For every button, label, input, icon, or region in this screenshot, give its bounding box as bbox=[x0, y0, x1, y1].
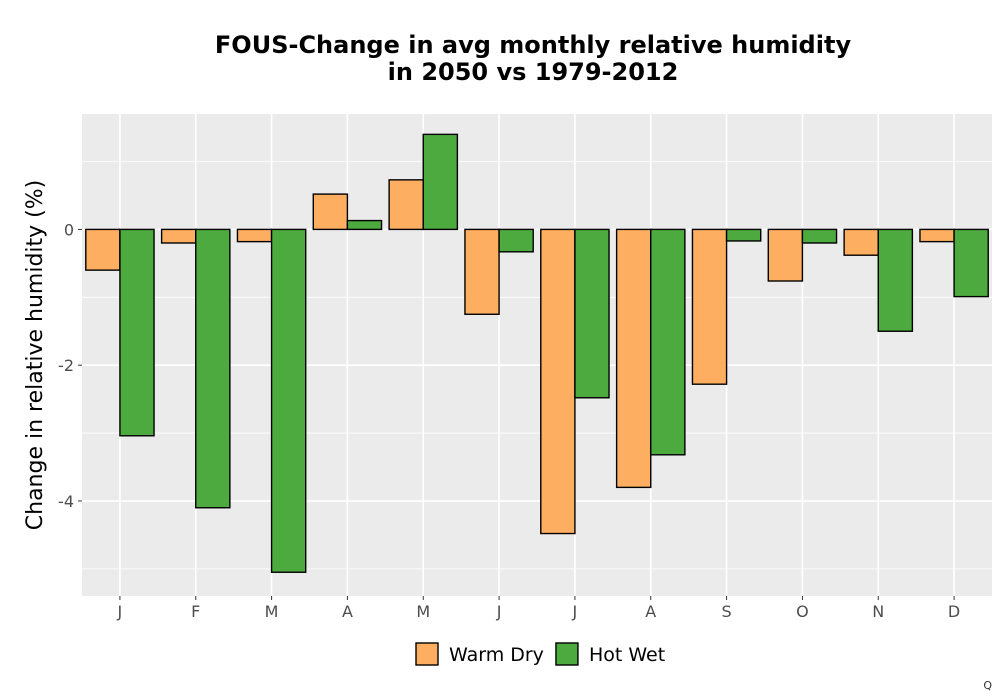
bar-hot-wet bbox=[877, 228, 914, 332]
x-tick-label: F bbox=[191, 602, 200, 621]
x-tick-label: S bbox=[722, 602, 732, 621]
y-tick-label: -2 bbox=[58, 356, 74, 375]
y-axis: -4 -2 0 bbox=[58, 220, 82, 511]
bar-warm-dry bbox=[312, 193, 349, 231]
chart-title-line-2: in 2050 vs 1979-2012 bbox=[387, 58, 679, 86]
bars bbox=[85, 133, 989, 573]
bar-warm-dry bbox=[540, 228, 576, 535]
x-tick-label: A bbox=[342, 602, 353, 621]
corner-mark: Q bbox=[983, 679, 992, 692]
bar-warm-dry bbox=[843, 228, 879, 256]
y-axis-label: Change in relative humidity (%) bbox=[23, 180, 48, 530]
x-tick-label: M bbox=[265, 602, 279, 621]
bar-warm-dry bbox=[691, 228, 728, 385]
bar-hot-wet bbox=[422, 133, 459, 231]
bar-hot-wet bbox=[195, 228, 231, 509]
x-tick-label: A bbox=[645, 602, 656, 621]
bar-warm-dry bbox=[767, 228, 804, 282]
bar-hot-wet bbox=[119, 228, 155, 437]
bar-warm-dry bbox=[919, 228, 955, 243]
bar-warm-dry bbox=[388, 179, 424, 231]
chart-title-line-1: FOUS-Change in avg monthly relative humi… bbox=[214, 31, 852, 59]
x-tick-label: M bbox=[416, 602, 430, 621]
bar-hot-wet bbox=[725, 228, 762, 242]
bar-hot-wet bbox=[270, 228, 307, 573]
x-tick-label: O bbox=[796, 602, 809, 621]
minor-gridlines bbox=[82, 161, 992, 570]
bar-hot-wet bbox=[953, 228, 989, 298]
legend-key-hot-wet bbox=[555, 642, 579, 666]
bar-hot-wet bbox=[650, 228, 686, 456]
plot-panel bbox=[82, 114, 992, 596]
bar-warm-dry bbox=[464, 228, 500, 315]
bar-hot-wet bbox=[498, 228, 534, 253]
x-tick-label: N bbox=[872, 602, 884, 621]
bar-hot-wet bbox=[574, 228, 610, 399]
x-tick-label: J bbox=[117, 602, 123, 621]
x-tick-label: D bbox=[948, 602, 960, 621]
bar-warm-dry bbox=[160, 228, 197, 244]
bar-warm-dry bbox=[615, 228, 652, 489]
bar-hot-wet bbox=[346, 219, 383, 231]
x-tick-label: J bbox=[496, 602, 502, 621]
legend-label: Warm Dry bbox=[449, 644, 544, 666]
y-tick-label: 0 bbox=[64, 220, 74, 239]
chart-title: FOUS-Change in avg monthly relative humi… bbox=[0, 32, 1000, 86]
bar-warm-dry bbox=[236, 228, 273, 243]
x-tick-label: J bbox=[572, 602, 578, 621]
bar-warm-dry bbox=[85, 228, 121, 271]
y-tick-label: -4 bbox=[58, 492, 74, 511]
legend-key-warm-dry bbox=[415, 642, 439, 666]
legend: Warm Dry Hot Wet bbox=[415, 642, 665, 666]
bar-hot-wet bbox=[801, 228, 838, 244]
legend-label: Hot Wet bbox=[589, 644, 665, 666]
